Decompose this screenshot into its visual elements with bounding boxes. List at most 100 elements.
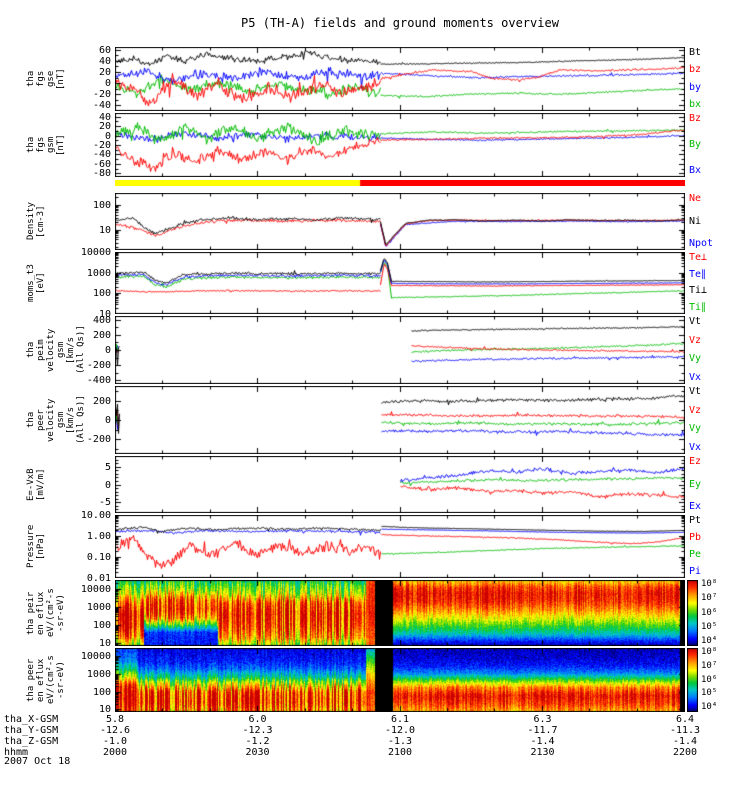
- legend-label-bx: bx: [689, 99, 702, 110]
- panel-efield-plot: [115, 456, 685, 513]
- axis-value-hhmm: 2200: [672, 747, 698, 758]
- legend-label-Vz: Vz: [689, 334, 702, 346]
- legend-label-bz: bz: [689, 64, 702, 76]
- ytick-label-fgs_gsm: -60: [92, 158, 111, 170]
- panel-fgs_gsm-plot: [115, 113, 685, 177]
- ytick-label-pressure: 0.01: [86, 573, 111, 584]
- page-title: P5 (TH-A) fields and ground moments over…: [241, 16, 559, 30]
- axis-value-tha_X-GSM: 5.8: [105, 714, 125, 725]
- panel-temperature-plot: [115, 252, 685, 314]
- legend-label-Npot: Npot: [689, 238, 714, 249]
- legend-label-Ni: Ni: [689, 215, 702, 227]
- axis-value-tha_X-GSM: 6.4: [675, 714, 695, 725]
- axis-value-tha_Y-GSM: -12.3: [242, 725, 273, 736]
- ytick-label-fgs_gse: 60: [98, 44, 111, 56]
- axis-value-tha_X-GSM: 6.3: [533, 714, 552, 725]
- legend-label-Vy: Vy: [689, 423, 702, 435]
- ytick-label-spec_ion: 10: [98, 638, 111, 650]
- ytick-label-pressure: 10.00: [80, 510, 111, 521]
- panel-temperature-ylabel: moms_t3 [eV]: [26, 264, 46, 302]
- colorbar-spec_ele: [687, 648, 698, 712]
- ytick-label-pressure: 1.00: [86, 531, 111, 542]
- colorbar-tick: 10⁸: [701, 579, 718, 589]
- legend-label-Vt: Vt: [689, 386, 702, 397]
- ytick-label-density: 10: [98, 224, 111, 236]
- ytick-label-efield: 0: [104, 479, 111, 491]
- colorbar-tick: 10⁶: [701, 674, 718, 685]
- ytick-label-fgs_gsm: 40: [98, 111, 111, 123]
- legend-label-Bx: Bx: [689, 165, 702, 176]
- axis-row-label-tha_X-GSM: tha_X-GSM: [4, 714, 59, 725]
- axis-row-label-tha_Y-GSM: tha_Y-GSM: [4, 725, 59, 736]
- ytick-label-spec_ele: 10000: [80, 651, 111, 663]
- axis-value-tha_Z-GSM: -1.3: [387, 736, 413, 747]
- colorbar-spec_ion: [687, 580, 698, 646]
- ytick-label-spec_ion: 100: [92, 620, 111, 631]
- legend-label-Pb: Pb: [689, 532, 702, 543]
- ytick-label-temperature: 1000: [86, 267, 111, 279]
- axis-value-tha_Y-GSM: -11.3: [669, 725, 701, 736]
- ytick-label-temperature: 10: [98, 309, 111, 320]
- colorbar-tick: 10⁷: [701, 660, 718, 671]
- axis-value-tha_Y-GSM: -12.0: [384, 725, 416, 736]
- legend-label-Ey: Ey: [689, 478, 702, 490]
- ytick-label-density: 100: [92, 199, 111, 211]
- ytick-label-vel_ele: 0: [104, 415, 111, 426]
- ytick-label-fgs_gse: -40: [92, 100, 111, 112]
- legend-label-by: by: [689, 81, 702, 93]
- ytick-label-efield: -5: [98, 497, 111, 509]
- axis-row-label-tha_Z-GSM: tha_Z-GSM: [4, 736, 59, 747]
- colorbar-tick: 10⁷: [701, 593, 718, 604]
- legend-label-Pi: Pi: [689, 566, 702, 577]
- ytick-label-temperature: 100: [92, 288, 111, 300]
- legend-label-Bt: Bt: [689, 47, 702, 58]
- panel-vel_ele-plot: [115, 386, 685, 454]
- axis-value-tha_X-GSM: 6.1: [390, 714, 410, 725]
- axis-value-tha_Z-GSM: -1.2: [245, 736, 270, 747]
- legend-label-Ez: Ez: [689, 456, 702, 467]
- ytick-label-fgs_gsm: -40: [92, 149, 111, 161]
- ytick-label-temperature: 10000: [80, 247, 111, 258]
- ytick-label-efield: 5: [104, 461, 111, 473]
- axis-value-tha_Z-GSM: -1.4: [672, 736, 698, 747]
- colorbar-tick: 10⁵: [701, 621, 718, 632]
- ytick-label-fgs_gse: 0: [104, 78, 111, 90]
- panel-pressure-ylabel: Pressure [nPa]: [26, 524, 46, 569]
- ytick-label-spec_ele: 10: [98, 704, 111, 716]
- panel-roi_bar-plot: [115, 180, 685, 186]
- axis-value-tha_Z-GSM: -1.0: [102, 736, 128, 747]
- ytick-label-vel_ion: 0: [104, 345, 111, 356]
- ytick-label-vel_ele: -200: [86, 434, 111, 446]
- ytick-label-fgs_gsm: 0: [104, 130, 111, 142]
- panel-density-plot: [115, 193, 685, 250]
- legend-label-Ex: Ex: [689, 501, 702, 512]
- legend-label-Bz: Bz: [689, 113, 702, 124]
- ytick-label-spec_ion: 10000: [80, 583, 111, 595]
- legend-label-Vx: Vx: [689, 372, 702, 383]
- legend-label-Ti∥: Ti∥: [689, 302, 707, 313]
- date-label: 2007 Oct 18: [4, 756, 71, 767]
- ytick-label-spec_ele: 100: [92, 686, 111, 698]
- colorbar-tick: 10⁴: [701, 702, 718, 712]
- legend-label-Pt: Pt: [689, 515, 702, 526]
- ytick-label-pressure: 0.10: [86, 552, 111, 563]
- axis-value-tha_Y-GSM: -11.7: [527, 725, 558, 736]
- legend-label-Pe: Pe: [689, 549, 702, 560]
- panel-vel_ion-plot: [115, 316, 685, 384]
- ytick-label-vel_ion: -400: [86, 375, 111, 387]
- panel-spec_ion-plot: [115, 580, 685, 646]
- ytick-label-spec_ion: 1000: [86, 601, 111, 613]
- colorbar-tick: 10⁴: [701, 636, 718, 646]
- panel-pressure-plot: [115, 515, 685, 578]
- legend-label-Te∥: Te∥: [689, 268, 707, 280]
- ytick-label-vel_ion: 200: [92, 329, 111, 341]
- ytick-label-vel_ele: 200: [92, 395, 111, 407]
- panel-fgs_gse-plot: [115, 47, 685, 111]
- ytick-label-fgs_gsm: -20: [92, 140, 111, 151]
- axis-value-hhmm: 2130: [530, 747, 555, 758]
- ytick-label-fgs_gse: 40: [98, 55, 111, 67]
- colorbar-tick: 10⁶: [701, 607, 718, 618]
- legend-label-Ti⊥: Ti⊥: [689, 285, 708, 297]
- legend-label-Te⊥: Te⊥: [689, 252, 708, 263]
